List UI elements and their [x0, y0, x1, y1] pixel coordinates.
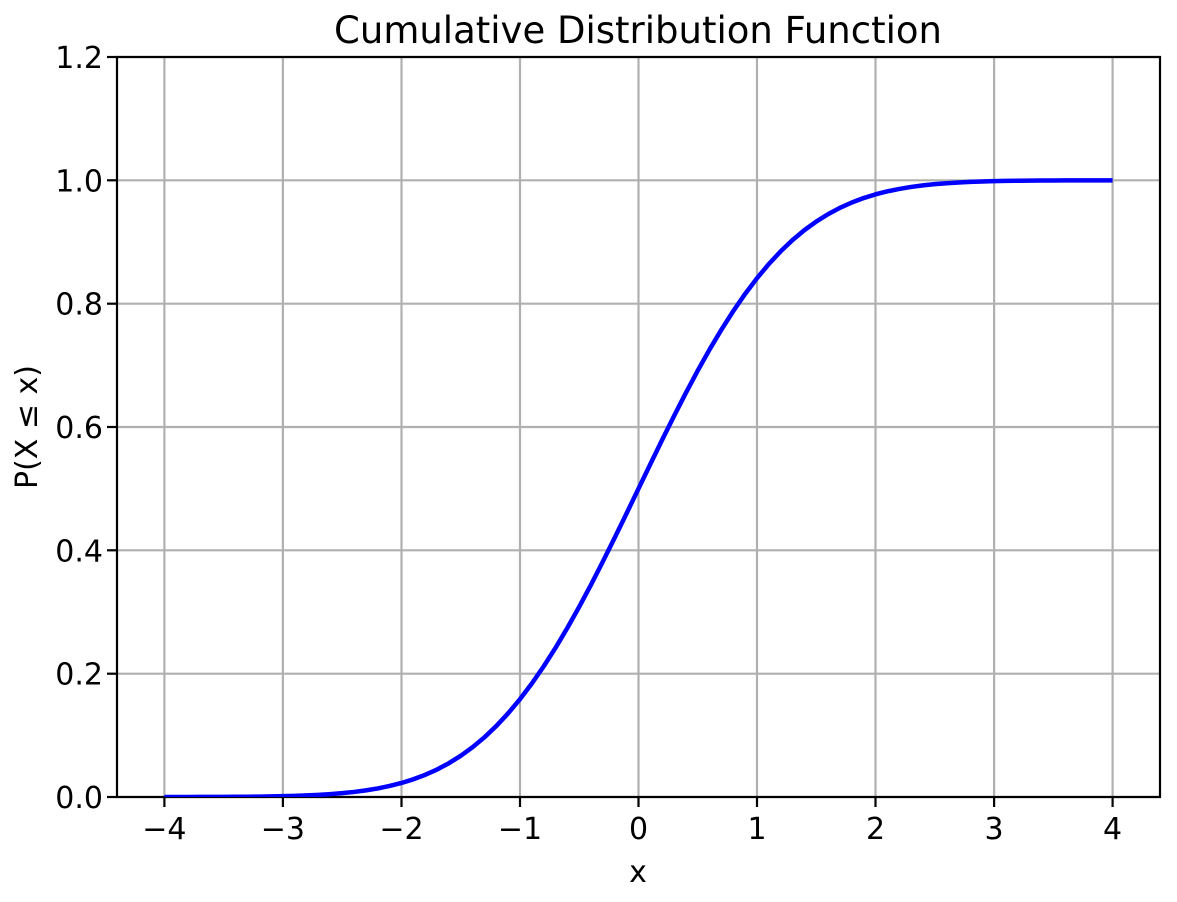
x-tick-label: 4 [1103, 812, 1122, 847]
y-tick-labels: 0.0 0.2 0.4 0.6 0.8 1.0 1.2 [55, 41, 103, 816]
x-tick-label: −2 [379, 812, 423, 847]
y-axis-label: P(X ≤ x) [10, 365, 45, 489]
axis-ticks [107, 55, 1114, 807]
cdf-curve [164, 178, 1113, 797]
x-tick-label: 2 [866, 812, 885, 847]
x-tick-label: 0 [629, 812, 648, 847]
x-tick-label: −1 [498, 812, 542, 847]
y-tick-label: 0.4 [55, 534, 103, 569]
x-axis-label: x [629, 855, 647, 890]
y-tick-label: 0.6 [55, 411, 103, 446]
x-tick-label: −4 [142, 812, 186, 847]
grid [117, 55, 1160, 799]
x-tick-label: 1 [747, 812, 766, 847]
y-tick-label: 0.2 [55, 658, 103, 693]
x-tick-label: 3 [985, 812, 1004, 847]
x-tick-label: −3 [261, 812, 305, 847]
y-tick-label: 0.8 [55, 288, 103, 323]
y-tick-label: 0.0 [55, 781, 103, 816]
series-standard-normal-cdf [164, 178, 1113, 797]
x-tick-labels: −4 −3 −2 −1 0 1 2 3 4 [142, 812, 1122, 847]
y-tick-label: 1.0 [55, 164, 103, 199]
chart-title: Cumulative Distribution Function [334, 9, 942, 52]
y-tick-label: 1.2 [55, 41, 103, 76]
